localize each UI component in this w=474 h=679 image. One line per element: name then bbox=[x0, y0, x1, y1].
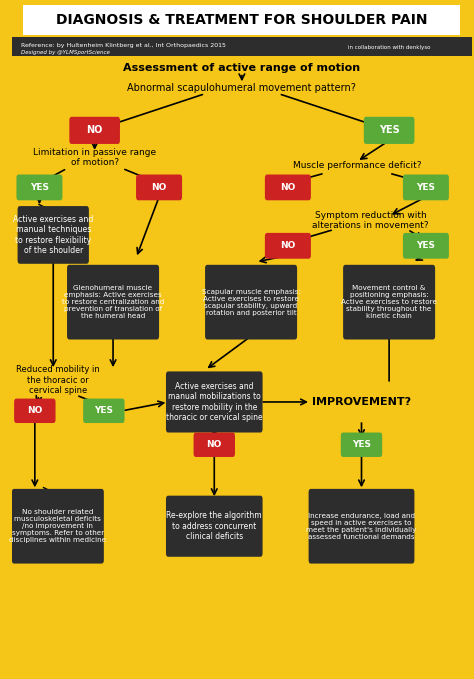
Text: in collaboration with denklyso: in collaboration with denklyso bbox=[348, 45, 430, 50]
Text: NO: NO bbox=[27, 406, 43, 416]
Text: YES: YES bbox=[30, 183, 49, 192]
Text: Muscle performance deficit?: Muscle performance deficit? bbox=[292, 161, 421, 170]
Text: YES: YES bbox=[417, 183, 436, 192]
Text: Re-explore the algorithm
to address concurrent
clinical deficits: Re-explore the algorithm to address conc… bbox=[166, 511, 262, 541]
Text: YES: YES bbox=[417, 241, 436, 251]
FancyBboxPatch shape bbox=[309, 382, 414, 422]
Text: Symptom reduction with
alterations in movement?: Symptom reduction with alterations in mo… bbox=[312, 211, 429, 230]
FancyBboxPatch shape bbox=[12, 489, 104, 564]
Text: YES: YES bbox=[94, 406, 113, 416]
Text: Abnormal scapulohumeral movement pattern?: Abnormal scapulohumeral movement pattern… bbox=[128, 83, 356, 92]
FancyBboxPatch shape bbox=[18, 206, 89, 263]
Text: No shoulder related
musculoskeletal deficits
/no improvement in
symptoms. Refer : No shoulder related musculoskeletal defi… bbox=[9, 509, 106, 543]
FancyBboxPatch shape bbox=[17, 58, 467, 672]
FancyBboxPatch shape bbox=[17, 175, 63, 200]
FancyBboxPatch shape bbox=[265, 233, 311, 259]
FancyBboxPatch shape bbox=[23, 5, 460, 35]
Text: Reference: by Hultenheim Klintberg et al., Int Orthopaedics 2015: Reference: by Hultenheim Klintberg et al… bbox=[21, 43, 226, 48]
FancyBboxPatch shape bbox=[69, 117, 120, 144]
Text: Movement control &
positioning emphasis:
Active exercises to restore
stability t: Movement control & positioning emphasis:… bbox=[341, 285, 437, 319]
Text: NO: NO bbox=[280, 183, 296, 192]
Text: Limitation in passive range
of motion?: Limitation in passive range of motion? bbox=[33, 148, 156, 167]
Text: NO: NO bbox=[207, 440, 222, 449]
Text: Active exercises and
manual mobilizations to
restore mobility in the
thoracic or: Active exercises and manual mobilization… bbox=[166, 382, 263, 422]
FancyBboxPatch shape bbox=[166, 496, 263, 557]
Text: YES: YES bbox=[352, 440, 371, 449]
Text: NO: NO bbox=[86, 126, 103, 135]
Text: NO: NO bbox=[151, 183, 167, 192]
Text: YES: YES bbox=[379, 126, 400, 135]
Text: Active exercises and
manual techniques
to restore flexibility
of the shoulder: Active exercises and manual techniques t… bbox=[13, 215, 93, 255]
Text: Designed by @YLMSportScience: Designed by @YLMSportScience bbox=[21, 50, 110, 56]
FancyBboxPatch shape bbox=[265, 175, 311, 200]
Text: Scapular muscle emphasis:
Active exercises to restore
scapular stability, upward: Scapular muscle emphasis: Active exercis… bbox=[201, 289, 301, 316]
Text: Glenohumeral muscle
emphasis: Active exercises
to restore centralization and
pre: Glenohumeral muscle emphasis: Active exe… bbox=[62, 285, 164, 319]
Text: Increase endurance, load and
speed in active exercises to
meet the patient's ind: Increase endurance, load and speed in ac… bbox=[306, 513, 417, 540]
FancyBboxPatch shape bbox=[403, 175, 449, 200]
FancyBboxPatch shape bbox=[166, 371, 263, 433]
FancyBboxPatch shape bbox=[136, 175, 182, 200]
FancyBboxPatch shape bbox=[17, 3, 467, 37]
FancyBboxPatch shape bbox=[12, 37, 472, 56]
FancyBboxPatch shape bbox=[83, 399, 125, 423]
FancyBboxPatch shape bbox=[343, 265, 435, 340]
FancyBboxPatch shape bbox=[14, 399, 55, 423]
Text: NO: NO bbox=[280, 241, 296, 251]
FancyBboxPatch shape bbox=[193, 433, 235, 457]
FancyBboxPatch shape bbox=[364, 117, 414, 144]
Text: IMPROVEMENT?: IMPROVEMENT? bbox=[312, 397, 411, 407]
FancyBboxPatch shape bbox=[205, 265, 297, 340]
FancyBboxPatch shape bbox=[67, 265, 159, 340]
FancyBboxPatch shape bbox=[341, 433, 382, 457]
FancyBboxPatch shape bbox=[403, 233, 449, 259]
Text: DIAGNOSIS & TREATMENT FOR SHOULDER PAIN: DIAGNOSIS & TREATMENT FOR SHOULDER PAIN bbox=[56, 14, 428, 27]
Text: Assessment of active range of motion: Assessment of active range of motion bbox=[123, 63, 360, 73]
Text: Reduced mobility in
the thoracic or
cervical spine: Reduced mobility in the thoracic or cerv… bbox=[16, 365, 100, 395]
FancyBboxPatch shape bbox=[309, 489, 414, 564]
